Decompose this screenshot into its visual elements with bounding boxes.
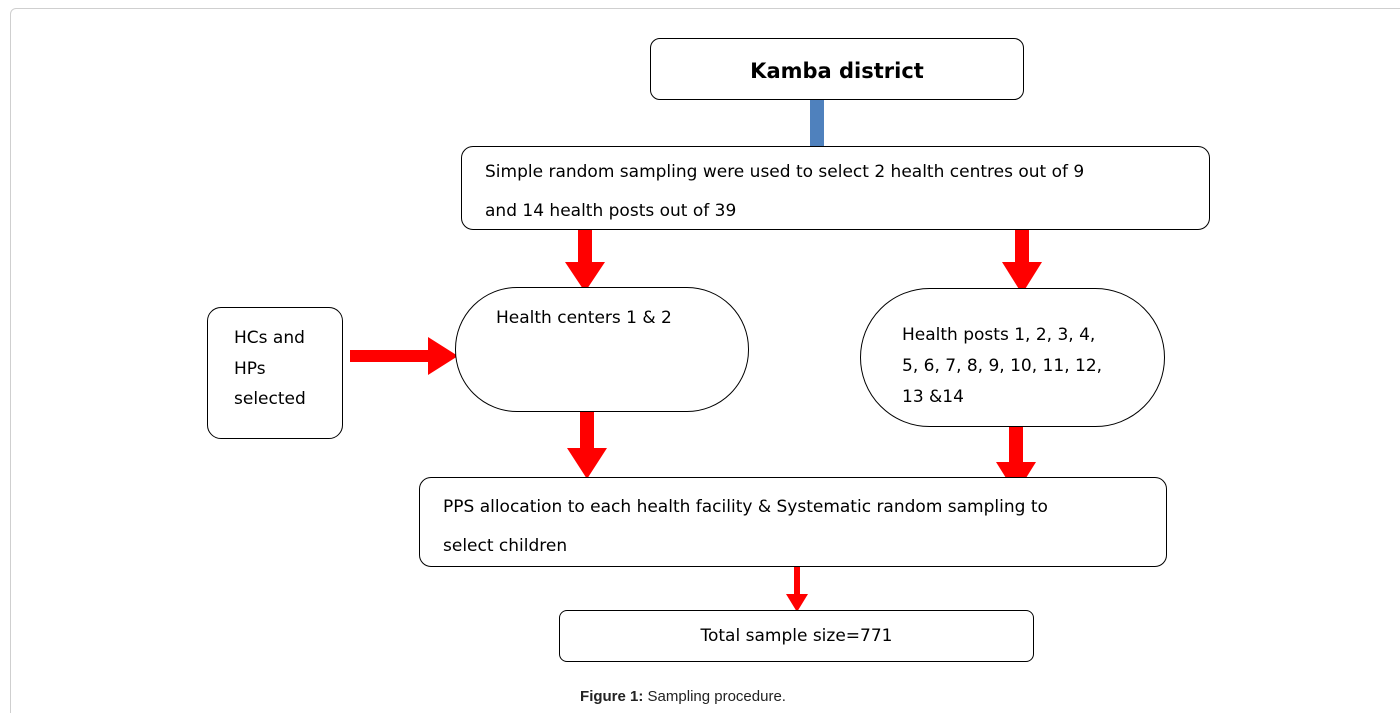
caption-text: Sampling procedure. [647, 688, 786, 705]
arrow [786, 550, 808, 612]
connector [810, 94, 824, 150]
node-text: and 14 health posts out of 39 [485, 201, 737, 221]
caption: Figure 1: Sampling procedure. [0, 688, 1366, 705]
node-text: PPS allocation to each health facility &… [443, 497, 1048, 517]
node-text: HPs [234, 359, 266, 379]
caption-label: Figure 1: [580, 688, 644, 705]
district-box: Kamba district [650, 38, 1024, 100]
centers-box: Health centers 1 & 2 [455, 287, 749, 412]
node-text: 5, 6, 7, 8, 9, 10, 11, 12, [902, 356, 1103, 376]
arrow [1002, 225, 1042, 294]
arrow [350, 337, 458, 375]
posts-box: Health posts 1, 2, 3, 4, 5, 6, 7, 8, 9, … [860, 288, 1165, 427]
node-text: select children [443, 536, 568, 556]
node-text: Kamba district [750, 59, 924, 83]
arrow [996, 417, 1036, 494]
node-text: HCs and [234, 328, 305, 348]
sampling-box: Simple random sampling were used to sele… [461, 146, 1210, 230]
total-box: Total sample size=771 [559, 610, 1034, 662]
node-text: Total sample size=771 [700, 626, 893, 646]
node-text: Health posts 1, 2, 3, 4, [902, 325, 1096, 345]
node-text: Health centers 1 & 2 [496, 308, 672, 328]
arrow [565, 228, 605, 292]
arrow [567, 402, 607, 479]
pps-box: PPS allocation to each health facility &… [419, 477, 1167, 567]
node-text: Simple random sampling were used to sele… [485, 162, 1085, 182]
frame [10, 8, 1400, 713]
node-text: selected [234, 389, 306, 409]
node-text: 13 &14 [902, 387, 964, 407]
selected-box: HCs and HPs selected [207, 307, 343, 439]
